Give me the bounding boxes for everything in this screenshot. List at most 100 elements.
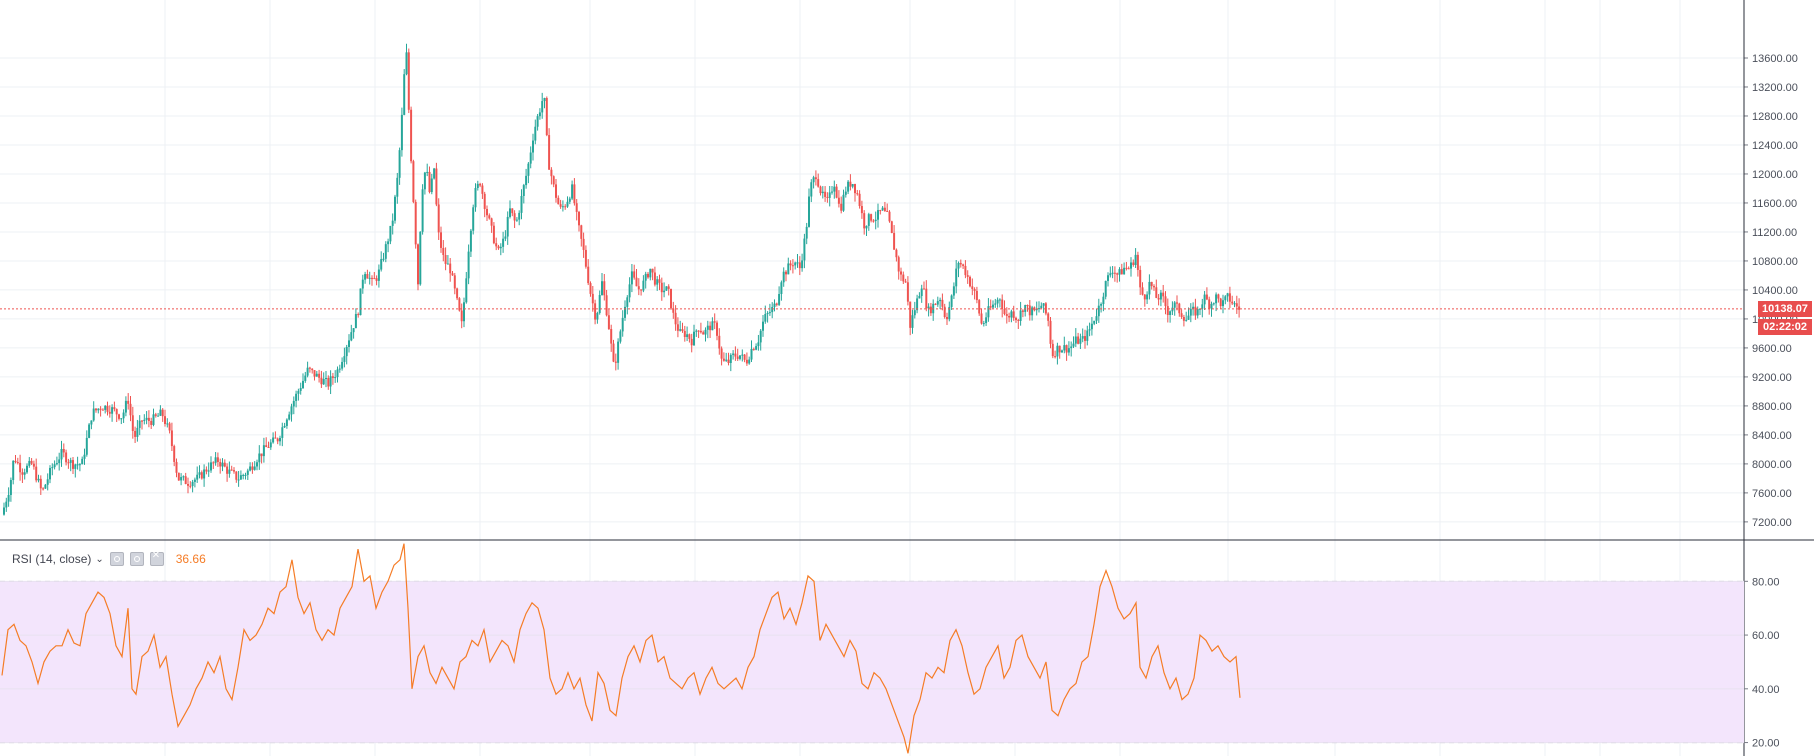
- candle-body: [101, 409, 104, 411]
- candle-body: [157, 415, 160, 417]
- candle-body: [1058, 345, 1061, 353]
- candle-body: [476, 183, 479, 189]
- close-icon[interactable]: [149, 550, 164, 566]
- candle-body: [667, 286, 670, 289]
- candle-body: [552, 176, 555, 185]
- candle-body: [766, 313, 769, 315]
- candle-body: [580, 225, 583, 239]
- candle-body: [72, 460, 74, 469]
- price-tick-label: 11600.00: [1752, 198, 1797, 210]
- candle-body: [879, 210, 882, 212]
- candle-body: [242, 474, 245, 476]
- price-tick-label: 13600.00: [1752, 53, 1798, 65]
- candle-body: [357, 314, 360, 316]
- candle-body: [299, 388, 302, 391]
- candle-body: [373, 278, 376, 280]
- candle-body: [35, 466, 38, 481]
- candle-body: [709, 325, 712, 331]
- candle-body: [14, 460, 17, 463]
- candle-body: [663, 290, 666, 293]
- candle-body: [741, 354, 744, 356]
- candle-body: [366, 274, 369, 279]
- candle-body: [918, 296, 921, 299]
- candle-body: [292, 400, 295, 407]
- candle-body: [1107, 275, 1109, 281]
- candle-body: [902, 274, 905, 282]
- candle-body: [651, 268, 654, 273]
- candle-body: [1063, 345, 1066, 351]
- candle-body: [1065, 345, 1068, 353]
- chevron-down-icon[interactable]: ⌄: [95, 553, 104, 565]
- candle-body: [182, 476, 185, 478]
- candle-body: [55, 463, 58, 465]
- candle-body: [1120, 269, 1123, 275]
- candle-body: [941, 299, 944, 307]
- price-tick-label: 9200.00: [1752, 372, 1792, 384]
- candle-body: [555, 184, 557, 198]
- candle-body: [849, 181, 852, 187]
- candle-body: [1159, 292, 1162, 300]
- candle-body: [833, 186, 836, 192]
- candle-body: [481, 185, 484, 194]
- candle-body: [361, 279, 364, 289]
- candle-body: [1166, 306, 1169, 316]
- candle-body: [644, 273, 647, 281]
- candle-body: [306, 367, 309, 376]
- candle-body: [596, 313, 599, 320]
- candle-body: [842, 194, 845, 211]
- candle-body: [1093, 320, 1096, 324]
- candle-body: [177, 472, 180, 481]
- candle-body: [665, 286, 668, 291]
- candle-body: [939, 299, 942, 302]
- candle-body: [702, 332, 705, 335]
- candle-body: [713, 321, 716, 323]
- candle-body: [985, 317, 988, 324]
- candle-body: [824, 191, 827, 197]
- candle-body: [877, 210, 879, 220]
- candle-body: [840, 203, 843, 211]
- candle-body: [1090, 323, 1093, 330]
- candle-body: [256, 462, 258, 467]
- candle-body: [739, 355, 741, 359]
- candle-body: [28, 460, 31, 466]
- candle-body: [297, 390, 300, 394]
- settings-icon[interactable]: [129, 552, 144, 566]
- candle-body: [368, 277, 371, 279]
- candle-body: [320, 377, 323, 385]
- candle-body: [867, 214, 870, 226]
- candle-body: [897, 257, 900, 272]
- candle-body: [345, 346, 348, 357]
- candle-body: [1113, 272, 1116, 274]
- candle-body: [1005, 314, 1008, 316]
- candle-body: [308, 367, 311, 369]
- candle-body: [460, 310, 463, 322]
- candle-body: [210, 462, 212, 471]
- eye-icon[interactable]: [109, 552, 124, 566]
- candle-body: [647, 273, 649, 278]
- candle-body: [794, 262, 797, 266]
- candle-body: [808, 196, 810, 227]
- candle-body: [653, 272, 656, 285]
- candle-body: [686, 334, 689, 338]
- candle-body: [1164, 296, 1167, 307]
- candle-body: [1070, 346, 1073, 349]
- candle-body: [37, 478, 40, 481]
- candle-body: [998, 299, 1001, 301]
- price-tick-label: 10800.00: [1752, 256, 1798, 268]
- candle-body: [474, 188, 477, 208]
- candle-body: [881, 207, 884, 211]
- candle-body: [421, 189, 424, 232]
- candle-body: [32, 463, 35, 467]
- candle-body: [607, 315, 610, 329]
- candle-body: [281, 427, 284, 438]
- candle-body: [1176, 302, 1178, 304]
- candle-body: [230, 469, 233, 471]
- candle-body: [589, 283, 592, 294]
- candle-body: [198, 472, 201, 475]
- candle-body: [886, 210, 889, 212]
- candle-body: [380, 259, 383, 270]
- rsi-indicator-name[interactable]: RSI (14, close): [12, 552, 92, 566]
- candle-body: [141, 420, 143, 422]
- candle-body: [872, 220, 875, 222]
